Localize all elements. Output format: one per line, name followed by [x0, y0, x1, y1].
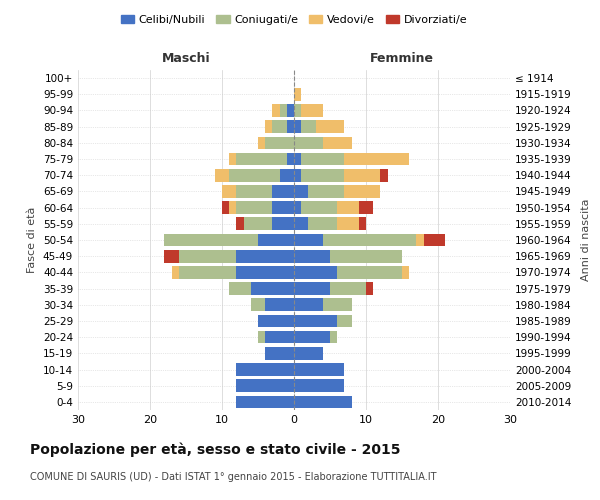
Bar	[294, 250, 330, 262]
Bar	[280, 169, 294, 181]
Bar	[337, 218, 359, 230]
Bar	[222, 185, 236, 198]
Bar	[287, 104, 294, 117]
Bar	[258, 314, 294, 328]
Bar	[294, 282, 330, 295]
Bar	[294, 202, 301, 214]
Bar	[402, 266, 409, 278]
Bar	[294, 396, 352, 408]
Bar	[287, 120, 294, 133]
Bar	[301, 104, 323, 117]
Bar	[258, 234, 294, 246]
Bar	[272, 218, 294, 230]
Bar	[229, 202, 236, 214]
Bar	[294, 347, 323, 360]
Bar	[236, 250, 294, 262]
Bar	[294, 218, 308, 230]
Bar	[215, 169, 229, 181]
Bar	[344, 152, 409, 166]
Bar	[236, 185, 272, 198]
Bar	[380, 169, 388, 181]
Bar	[272, 120, 287, 133]
Bar	[265, 120, 272, 133]
Bar	[229, 282, 251, 295]
Bar	[330, 282, 366, 295]
Bar	[265, 347, 294, 360]
Bar	[294, 266, 337, 278]
Bar	[236, 380, 294, 392]
Bar	[244, 218, 272, 230]
Bar	[236, 363, 294, 376]
Bar	[337, 202, 359, 214]
Bar	[294, 380, 344, 392]
Bar	[272, 185, 294, 198]
Bar	[236, 202, 272, 214]
Bar	[272, 202, 294, 214]
Bar	[344, 169, 380, 181]
Bar	[294, 169, 301, 181]
Bar	[287, 152, 294, 166]
Bar	[258, 331, 265, 344]
Bar	[308, 218, 337, 230]
Bar	[301, 152, 344, 166]
Bar	[294, 314, 337, 328]
Bar	[359, 202, 373, 214]
Bar	[323, 136, 352, 149]
Bar	[301, 169, 344, 181]
Bar	[280, 104, 287, 117]
Bar	[236, 266, 294, 278]
Bar	[258, 136, 265, 149]
Bar	[236, 152, 287, 166]
Bar	[323, 234, 416, 246]
Text: Femmine: Femmine	[370, 52, 434, 65]
Bar	[294, 234, 323, 246]
Bar	[265, 298, 294, 311]
Bar	[294, 104, 301, 117]
Bar	[337, 266, 402, 278]
Text: Popolazione per età, sesso e stato civile - 2015: Popolazione per età, sesso e stato civil…	[30, 442, 401, 457]
Bar	[294, 136, 323, 149]
Bar	[265, 331, 294, 344]
Bar	[337, 314, 352, 328]
Bar	[164, 250, 179, 262]
Bar	[316, 120, 344, 133]
Bar	[301, 120, 316, 133]
Bar	[172, 266, 179, 278]
Bar	[323, 298, 352, 311]
Bar	[366, 282, 373, 295]
Bar	[344, 185, 380, 198]
Bar	[424, 234, 445, 246]
Legend: Celibi/Nubili, Coniugati/e, Vedovi/e, Divorziati/e: Celibi/Nubili, Coniugati/e, Vedovi/e, Di…	[116, 10, 472, 29]
Bar	[294, 120, 301, 133]
Bar	[229, 152, 236, 166]
Bar	[301, 202, 337, 214]
Bar	[222, 202, 229, 214]
Text: COMUNE DI SAURIS (UD) - Dati ISTAT 1° gennaio 2015 - Elaborazione TUTTITALIA.IT: COMUNE DI SAURIS (UD) - Dati ISTAT 1° ge…	[30, 472, 437, 482]
Y-axis label: Fasce di età: Fasce di età	[28, 207, 37, 273]
Y-axis label: Anni di nascita: Anni di nascita	[581, 198, 590, 281]
Bar	[265, 136, 294, 149]
Bar	[330, 250, 402, 262]
Bar	[359, 218, 366, 230]
Bar	[229, 169, 280, 181]
Bar	[251, 282, 294, 295]
Bar	[236, 218, 244, 230]
Bar	[179, 266, 236, 278]
Bar	[294, 185, 308, 198]
Bar	[179, 250, 236, 262]
Bar	[294, 298, 323, 311]
Bar	[272, 104, 280, 117]
Bar	[330, 331, 337, 344]
Bar	[294, 363, 344, 376]
Bar	[308, 185, 344, 198]
Bar	[416, 234, 424, 246]
Bar	[236, 396, 294, 408]
Bar	[294, 152, 301, 166]
Text: Maschi: Maschi	[161, 52, 211, 65]
Bar	[294, 88, 301, 101]
Bar	[294, 331, 330, 344]
Bar	[164, 234, 258, 246]
Bar	[251, 298, 265, 311]
